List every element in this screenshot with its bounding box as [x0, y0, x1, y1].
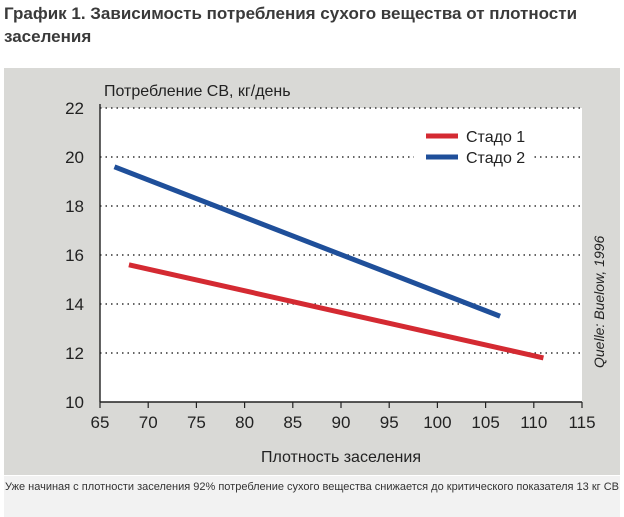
y-axis-label: Потребление СВ, кг/день — [104, 83, 291, 100]
x-tick-label: 110 — [520, 413, 547, 432]
x-tick-label: 115 — [568, 413, 595, 432]
x-tick-label: 75 — [187, 413, 206, 432]
y-tick-label: 16 — [65, 246, 84, 265]
x-tick-label: 80 — [235, 413, 254, 432]
line-chart: 10 12 14 16 18 20 22 65 70 75 80 85 90 95 100 105 110 11… — [65, 83, 607, 466]
x-tick-label: 105 — [471, 413, 499, 432]
y-tick-label: 18 — [65, 197, 84, 216]
legend-box — [414, 118, 532, 176]
figure-caption: Уже начиная с плотности заселения 92% по… — [4, 476, 620, 517]
chart-photo: 10 12 14 16 18 20 22 65 70 75 80 85 90 95 100 105 110 11… — [4, 68, 620, 475]
y-tick-label: 12 — [65, 344, 84, 363]
figure-heading: График 1. Зависимость потребления сухого… — [4, 4, 578, 46]
x-tick-label: 85 — [283, 413, 302, 432]
series-line-2 — [113, 164, 501, 319]
legend-label-1: Стадо 1 — [466, 129, 525, 146]
y-tick-label: 10 — [65, 393, 84, 412]
legend-label-2: Стадо 2 — [466, 150, 525, 167]
series-line-1 — [128, 262, 544, 361]
x-tick-label: 90 — [332, 413, 351, 432]
y-tick-label: 20 — [65, 148, 84, 167]
y-tick-label: 14 — [65, 295, 84, 314]
x-tick-label: 95 — [380, 413, 399, 432]
source-note: Quelle: Buelow, 1996 — [591, 235, 607, 368]
x-tick-label: 65 — [91, 413, 110, 432]
x-tick-label: 100 — [423, 413, 451, 432]
y-tick-label: 22 — [65, 99, 84, 118]
x-tick-label: 70 — [139, 413, 158, 432]
x-axis-label: Плотность заселения — [261, 449, 421, 466]
